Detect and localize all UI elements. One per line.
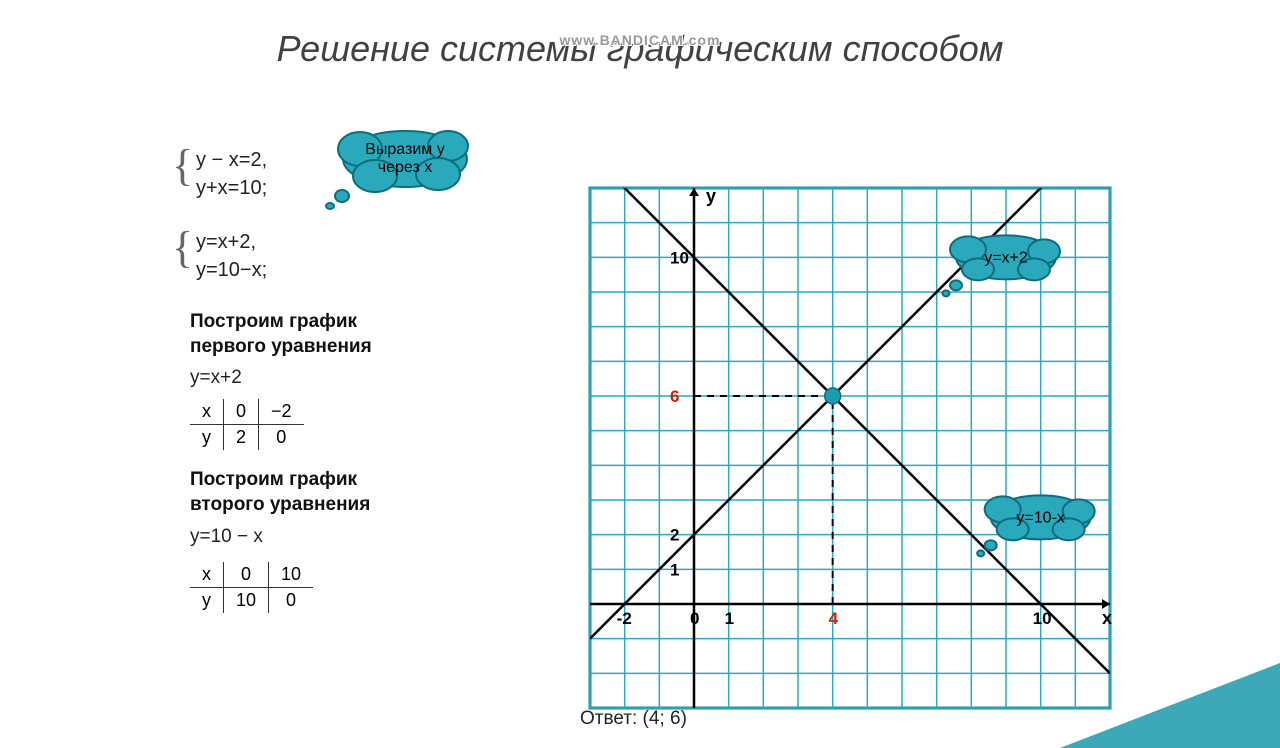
build-first-heading: Построим график первого уравнения bbox=[190, 310, 510, 359]
svg-text:0: 0 bbox=[690, 609, 699, 628]
equation-2: y=10 − x bbox=[190, 526, 510, 548]
t1-x2: −2 bbox=[259, 399, 304, 425]
svg-text:y=x+2: y=x+2 bbox=[984, 249, 1028, 266]
svg-text:10: 10 bbox=[670, 248, 689, 267]
t1-y2: 0 bbox=[259, 425, 304, 451]
t1-y1: 2 bbox=[224, 425, 259, 451]
svg-text:1: 1 bbox=[725, 609, 734, 628]
svg-text:-2: -2 bbox=[617, 609, 632, 628]
corner-decoration bbox=[1060, 663, 1280, 748]
svg-text:y: y bbox=[706, 186, 716, 206]
t1-x1: 0 bbox=[224, 399, 259, 425]
answer-text: Ответ: (4; 6) bbox=[580, 708, 687, 730]
graph: y x -2 0 1 4 10 1 2 6 10 y=x+2 y=10-x bbox=[580, 178, 1120, 723]
t2-y2: 0 bbox=[269, 587, 314, 613]
t2-y1: 10 bbox=[224, 587, 269, 613]
system1-line2: y+x=10; bbox=[196, 174, 510, 202]
brace-icon: { bbox=[172, 228, 193, 268]
svg-text:y=10-x: y=10-x bbox=[1016, 509, 1064, 526]
value-table-2: x 0 10 y 10 0 bbox=[190, 562, 313, 613]
build-second-heading: Построим график второго уравнения bbox=[190, 468, 510, 517]
value-table-1: x 0 −2 y 2 0 bbox=[190, 399, 304, 450]
watermark: www.BANDICAM.com bbox=[560, 32, 721, 48]
system-original: { y − x=2, y+x=10; bbox=[190, 146, 510, 202]
system-transformed: { y=x+2, y=10−x; bbox=[190, 228, 510, 284]
system2-line1: y=x+2, bbox=[196, 228, 510, 256]
equation-1: y=x+2 bbox=[190, 367, 510, 389]
t2-ry: y bbox=[190, 587, 224, 613]
left-column: { y − x=2, y+x=10; { y=x+2, y=10−x; Пост… bbox=[190, 128, 510, 613]
t2-x2: 10 bbox=[269, 562, 314, 588]
t1-ry: y bbox=[190, 425, 224, 451]
svg-text:4: 4 bbox=[829, 609, 839, 628]
t1-rx: x bbox=[190, 399, 224, 425]
t2-rx: x bbox=[190, 562, 224, 588]
svg-text:2: 2 bbox=[670, 526, 679, 545]
t2-x1: 0 bbox=[224, 562, 269, 588]
system1-line1: y − x=2, bbox=[196, 146, 510, 174]
svg-text:6: 6 bbox=[670, 387, 679, 406]
svg-text:x: x bbox=[1102, 608, 1112, 628]
brace-icon: { bbox=[172, 146, 193, 186]
system2-line2: y=10−x; bbox=[196, 256, 510, 284]
svg-text:1: 1 bbox=[670, 560, 679, 579]
svg-text:10: 10 bbox=[1033, 609, 1052, 628]
